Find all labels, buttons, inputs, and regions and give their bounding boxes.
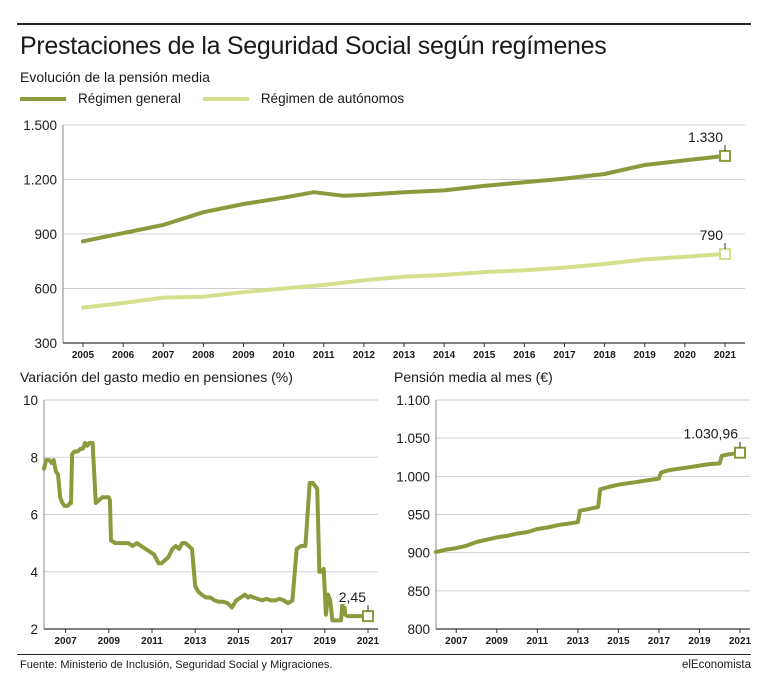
top-rule xyxy=(17,23,751,25)
chart1-xtick-label: 2020 xyxy=(674,350,697,361)
chart1-xtick-label: 2016 xyxy=(513,350,536,361)
chart1-ytick-label: 600 xyxy=(34,282,57,297)
chart1-xtick-label: 2008 xyxy=(192,350,215,361)
chart3-series-0-end-label: 1.030,96 xyxy=(684,426,739,442)
brand-logo-text: elEconomista xyxy=(681,659,751,671)
chart1-ytick-label: 900 xyxy=(34,227,57,242)
chart2-series-0-line xyxy=(42,440,370,623)
chart2-series-0-end-marker xyxy=(362,610,374,623)
chart3-xtick-label: 2013 xyxy=(567,636,590,647)
chart3-series-0-line xyxy=(434,450,742,554)
chart3-title: Pensión media al mes (€) xyxy=(394,369,553,385)
chart3-xtick-label: 2009 xyxy=(486,636,509,647)
chart3-ytick-label: 1.000 xyxy=(396,469,430,484)
page-title: Prestaciones de la Seguridad Social segú… xyxy=(20,32,607,60)
chart1-series-1-end-label: 790 xyxy=(700,227,724,243)
chart2-xtick-label: 2019 xyxy=(314,636,337,647)
legend-swatch-general xyxy=(20,96,66,101)
chart2-ytick-label: 6 xyxy=(30,508,38,523)
chart1-series-0-line xyxy=(81,153,727,244)
chart2-xtick-label: 2017 xyxy=(270,636,293,647)
legend-item-general: Régimen general xyxy=(20,91,181,106)
chart1-xtick-label: 2005 xyxy=(72,350,95,361)
chart3-ytick-label: 800 xyxy=(407,622,430,637)
chart1-ytick-label: 1.500 xyxy=(23,118,57,133)
chart3-xtick-label: 2011 xyxy=(526,636,548,647)
chart1-xtick-label: 2013 xyxy=(393,350,416,361)
chart1-xtick-label: 2021 xyxy=(714,350,737,361)
chart3-ytick-label: 950 xyxy=(407,508,430,523)
chart3-ytick-label: 900 xyxy=(407,546,430,561)
chart1-xtick-label: 2019 xyxy=(634,350,657,361)
chart1-series-0-end-label: 1.330 xyxy=(688,129,723,145)
chart1-xtick-label: 2009 xyxy=(232,350,255,361)
chart3-ytick-label: 1.050 xyxy=(396,431,430,446)
chart1-xtick-label: 2014 xyxy=(433,350,456,361)
chart2-xtick-label: 2015 xyxy=(227,636,250,647)
bottom-rule xyxy=(17,654,751,655)
chart3-xtick-label: 2019 xyxy=(688,636,711,647)
chart2-xtick-label: 2007 xyxy=(54,636,77,647)
chart2-ytick-label: 8 xyxy=(30,450,38,465)
chart1-xtick-label: 2006 xyxy=(112,350,135,361)
chart3-xtick-label: 2007 xyxy=(445,636,468,647)
chart2-title: Variación del gasto medio en pensiones (… xyxy=(20,369,293,385)
chart2-ytick-label: 2 xyxy=(30,622,38,637)
chart1-ytick-label: 1.200 xyxy=(23,173,57,188)
legend-label-general: Régimen general xyxy=(78,91,181,106)
chart2-xtick-label: 2011 xyxy=(141,636,163,647)
source-note: Fuente: Ministerio de Inclusión, Segurid… xyxy=(20,659,333,671)
legend-swatch-autonomos xyxy=(202,96,249,101)
chart1-title: Evolución de la pensión media xyxy=(20,69,210,85)
legend-item-autonomos: Régimen de autónomos xyxy=(202,91,405,106)
chart1-xtick-label: 2018 xyxy=(594,350,617,361)
chart1-xtick-label: 2010 xyxy=(273,350,296,361)
chart1-xtick-label: 2012 xyxy=(353,350,376,361)
chart3-xtick-label: 2021 xyxy=(729,636,752,647)
chart1-legend: Régimen general Régimen de autónomos xyxy=(20,91,426,106)
chart3-ytick-label: 1.100 xyxy=(396,393,430,408)
chart3-xtick-label: 2015 xyxy=(607,636,630,647)
chart3-series-0-end-marker xyxy=(734,446,746,459)
chart1-xtick-label: 2017 xyxy=(553,350,576,361)
legend-label-autonomos: Régimen de autónomos xyxy=(260,91,405,106)
chart2-xtick-label: 2013 xyxy=(184,636,207,647)
chart3-ytick-label: 850 xyxy=(407,584,430,599)
chart1-series-1-end-marker xyxy=(719,247,731,260)
chart1-series-0-end-marker xyxy=(719,149,731,162)
chart1-xtick-label: 2011 xyxy=(313,350,335,361)
chart2-series-0-end-label: 2,45 xyxy=(339,589,366,605)
chart1-xtick-label: 2007 xyxy=(152,350,175,361)
chart2-xtick-label: 2021 xyxy=(357,636,380,647)
chart2-xtick-label: 2009 xyxy=(98,636,121,647)
chart1-series-1-line xyxy=(81,252,727,310)
chart2-ytick-label: 4 xyxy=(30,565,38,580)
chart1-ytick-label: 300 xyxy=(34,336,57,351)
chart2-ytick-label: 10 xyxy=(23,393,38,408)
chart1-xtick-label: 2015 xyxy=(473,350,496,361)
chart3-xtick-label: 2017 xyxy=(648,636,671,647)
